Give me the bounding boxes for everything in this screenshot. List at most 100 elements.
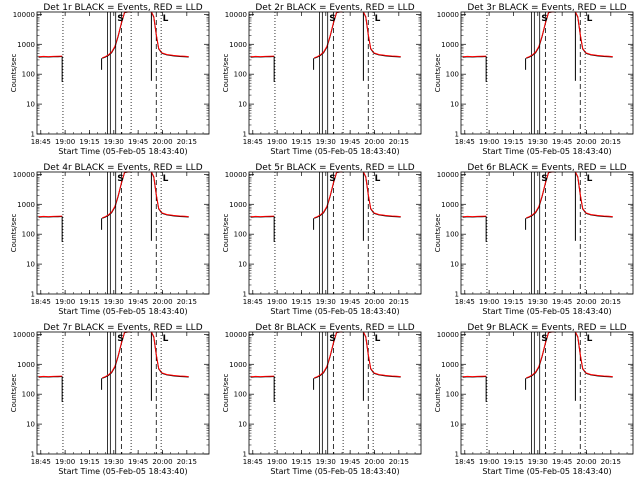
y-tick-label: 1000 — [441, 41, 459, 49]
events-series-line — [150, 171, 189, 218]
x-tick-label: 18:45 — [455, 138, 475, 146]
y-tick-label: 1 — [243, 131, 247, 139]
y-tick-label: 100 — [446, 391, 459, 399]
x-tick-label: 20:15 — [389, 298, 409, 306]
marker-label: L — [587, 334, 593, 344]
y-tick-label: 100 — [234, 231, 247, 239]
x-tick-label: 19:00 — [267, 458, 287, 466]
y-axis-label: Counts/sec — [434, 214, 442, 253]
plot-panel-8: Det 8r BLACK = Events, RED = LLD 18:45 19:… — [222, 323, 422, 476]
y-axis-label: Counts/sec — [222, 214, 230, 253]
x-tick-label: 20:00 — [152, 298, 172, 306]
panel-title: Det 1r BLACK = Events, RED = LLD — [43, 3, 202, 13]
x-tick-label: 20:00 — [152, 458, 172, 466]
x-tick-label: 19:15 — [503, 458, 523, 466]
y-tick-label: 1 — [31, 291, 35, 299]
plot-frame — [460, 171, 634, 295]
y-tick-label: 10 — [26, 261, 35, 269]
x-tick-label: 19:30 — [104, 298, 124, 306]
x-axis-label: Start Time (05-Feb-05 18:43:40) — [482, 147, 611, 156]
y-tick-label: 1000 — [229, 41, 247, 49]
lld-series-line — [462, 55, 487, 58]
events-series-line — [362, 171, 401, 218]
y-tick-label: 10 — [450, 261, 459, 269]
lld-series-line — [250, 215, 275, 218]
x-tick-label: 18:45 — [31, 138, 51, 146]
plot-frame — [248, 331, 422, 455]
x-tick-label: 19:15 — [79, 458, 99, 466]
x-tick-label: 19:15 — [291, 298, 311, 306]
marker-label: L — [375, 174, 381, 184]
x-tick-label: 19:00 — [55, 458, 75, 466]
x-tick-label: 18:45 — [243, 298, 263, 306]
x-tick-label: 20:00 — [152, 138, 172, 146]
panel-title: Det 7r BLACK = Events, RED = LLD — [43, 323, 202, 333]
plot-panel-4: Det 4r BLACK = Events, RED = LLD 18:45 19:… — [10, 163, 210, 316]
x-tick-label: 18:45 — [31, 458, 51, 466]
panel-title: Det 2r BLACK = Events, RED = LLD — [255, 3, 414, 13]
x-tick-label: 20:15 — [177, 138, 197, 146]
x-tick-label: 19:15 — [79, 298, 99, 306]
plot-panel-7: Det 7r BLACK = Events, RED = LLD 18:45 19:… — [10, 323, 210, 476]
x-axis-label: Start Time (05-Feb-05 18:43:40) — [58, 147, 187, 156]
y-tick-label: 1000 — [17, 41, 35, 49]
y-tick-label: 10000 — [225, 331, 247, 339]
x-tick-label: 19:45 — [340, 138, 360, 146]
y-tick-label: 10 — [26, 421, 35, 429]
y-tick-label: 1000 — [17, 201, 35, 209]
x-tick-label: 19:00 — [267, 298, 287, 306]
y-tick-label: 1000 — [17, 361, 35, 369]
x-tick-label: 18:45 — [31, 298, 51, 306]
x-tick-label: 18:45 — [243, 138, 263, 146]
plot-panel-9: Det 9r BLACK = Events, RED = LLD 18:45 19:… — [434, 323, 634, 476]
marker-label: S — [329, 334, 335, 344]
x-tick-label: 19:00 — [55, 138, 75, 146]
x-axis-label: Start Time (05-Feb-05 18:43:40) — [58, 307, 187, 316]
y-tick-label: 10 — [238, 421, 247, 429]
lld-series-line — [462, 375, 487, 378]
x-tick-label: 19:30 — [316, 138, 336, 146]
x-tick-label: 20:00 — [576, 458, 596, 466]
lld-series-line — [250, 55, 275, 58]
lld-series-line — [250, 375, 275, 378]
y-tick-label: 100 — [22, 391, 35, 399]
events-series-line — [150, 11, 189, 58]
y-axis-label: Counts/sec — [10, 214, 18, 253]
lld-series-line — [150, 11, 189, 58]
x-tick-label: 19:45 — [340, 458, 360, 466]
marker-label: L — [163, 174, 169, 184]
y-tick-label: 10 — [26, 101, 35, 109]
x-axis-label: Start Time (05-Feb-05 18:43:40) — [270, 147, 399, 156]
y-axis-label: Counts/sec — [434, 374, 442, 413]
y-tick-label: 1 — [31, 451, 35, 459]
y-axis-label: Counts/sec — [434, 54, 442, 93]
y-tick-label: 10 — [238, 261, 247, 269]
x-tick-label: 19:15 — [79, 138, 99, 146]
x-tick-label: 20:00 — [576, 138, 596, 146]
y-tick-label: 10000 — [225, 11, 247, 19]
plot-panel-5: Det 5r BLACK = Events, RED = LLD 18:45 19:… — [222, 163, 422, 316]
x-tick-label: 19:15 — [291, 138, 311, 146]
events-series-line — [574, 11, 613, 58]
panel-title: Det 8r BLACK = Events, RED = LLD — [255, 323, 414, 333]
lld-series-line — [574, 11, 613, 58]
panel-title: Det 9r BLACK = Events, RED = LLD — [467, 323, 626, 333]
lld-series-line — [362, 11, 401, 58]
x-tick-label: 20:15 — [177, 458, 197, 466]
marker-label: S — [329, 14, 335, 24]
x-tick-label: 19:30 — [528, 458, 548, 466]
x-tick-label: 20:15 — [601, 298, 621, 306]
lld-series-line — [462, 215, 487, 218]
x-tick-label: 20:15 — [601, 138, 621, 146]
x-tick-label: 19:15 — [291, 458, 311, 466]
x-tick-label: 19:15 — [503, 298, 523, 306]
lld-series-line — [574, 331, 613, 378]
events-series-line — [150, 331, 189, 378]
marker-label: L — [375, 334, 381, 344]
x-tick-label: 18:45 — [455, 298, 475, 306]
plot-frame — [248, 11, 422, 135]
y-tick-label: 100 — [22, 231, 35, 239]
lld-series-line — [150, 331, 189, 378]
x-tick-label: 18:45 — [455, 458, 475, 466]
